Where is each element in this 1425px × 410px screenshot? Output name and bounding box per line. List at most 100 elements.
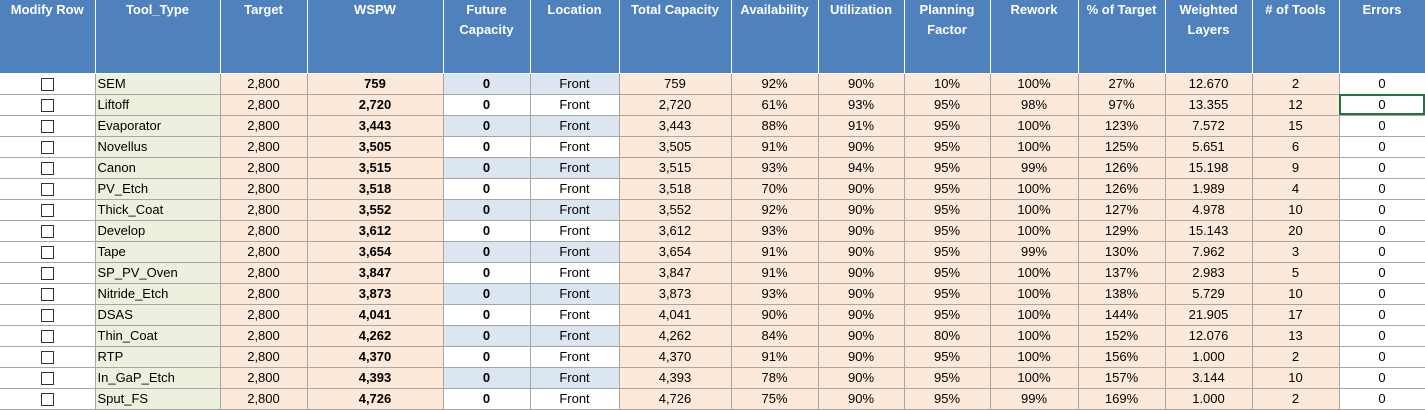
planning-factor-cell[interactable]: 95% <box>904 304 991 326</box>
future-capacity-cell[interactable]: 0 <box>443 73 531 95</box>
wspw-cell[interactable]: 3,515 <box>307 157 444 179</box>
wspw-cell[interactable]: 3,873 <box>307 283 444 305</box>
weighted-layers-cell[interactable]: 12.670 <box>1165 73 1253 95</box>
rework-cell[interactable]: 100% <box>990 262 1079 284</box>
weighted-layers-cell[interactable]: 1.989 <box>1165 178 1253 200</box>
modify-row-checkbox-cell[interactable] <box>0 304 96 326</box>
modify-row-checkbox-cell[interactable] <box>0 388 96 410</box>
wspw-cell[interactable]: 3,505 <box>307 136 444 158</box>
target-cell[interactable]: 2,800 <box>220 283 308 305</box>
total-capacity-cell[interactable]: 3,612 <box>619 220 732 242</box>
availability-cell[interactable]: 91% <box>731 262 819 284</box>
errors-cell[interactable]: 0 <box>1339 136 1425 158</box>
rework-cell[interactable]: 100% <box>990 115 1079 137</box>
percent-of-target-cell[interactable]: 123% <box>1078 115 1166 137</box>
utilization-cell[interactable]: 90% <box>818 346 905 368</box>
weighted-layers-cell[interactable]: 12.076 <box>1165 325 1253 347</box>
target-cell[interactable]: 2,800 <box>220 199 308 221</box>
modify-row-checkbox-cell[interactable] <box>0 199 96 221</box>
number-of-tools-cell[interactable]: 4 <box>1252 178 1340 200</box>
header-cell[interactable]: Future Capacity <box>443 0 531 74</box>
tool-type-cell[interactable]: SEM <box>95 73 221 95</box>
future-capacity-cell[interactable]: 0 <box>443 304 531 326</box>
future-capacity-cell[interactable]: 0 <box>443 157 531 179</box>
header-cell[interactable]: # of Tools <box>1252 0 1340 74</box>
modify-row-checkbox[interactable] <box>40 78 54 92</box>
tool-type-cell[interactable]: PV_Etch <box>95 178 221 200</box>
number-of-tools-cell[interactable]: 6 <box>1252 136 1340 158</box>
target-cell[interactable]: 2,800 <box>220 220 308 242</box>
planning-factor-cell[interactable]: 95% <box>904 220 991 242</box>
location-cell[interactable]: Front <box>530 73 620 95</box>
rework-cell[interactable]: 100% <box>990 220 1079 242</box>
wspw-cell[interactable]: 3,518 <box>307 178 444 200</box>
modify-row-checkbox-cell[interactable] <box>0 73 96 95</box>
location-cell[interactable]: Front <box>530 388 620 410</box>
errors-cell[interactable]: 0 <box>1339 367 1425 389</box>
total-capacity-cell[interactable]: 4,393 <box>619 367 732 389</box>
target-cell[interactable]: 2,800 <box>220 346 308 368</box>
total-capacity-cell[interactable]: 759 <box>619 73 732 95</box>
tool-type-cell[interactable]: Canon <box>95 157 221 179</box>
target-cell[interactable]: 2,800 <box>220 388 308 410</box>
number-of-tools-cell[interactable]: 9 <box>1252 157 1340 179</box>
planning-factor-cell[interactable]: 95% <box>904 367 991 389</box>
total-capacity-cell[interactable]: 4,370 <box>619 346 732 368</box>
total-capacity-cell[interactable]: 3,443 <box>619 115 732 137</box>
percent-of-target-cell[interactable]: 126% <box>1078 178 1166 200</box>
rework-cell[interactable]: 100% <box>990 283 1079 305</box>
future-capacity-cell[interactable]: 0 <box>443 367 531 389</box>
weighted-layers-cell[interactable]: 5.651 <box>1165 136 1253 158</box>
rework-cell[interactable]: 100% <box>990 136 1079 158</box>
future-capacity-cell[interactable]: 0 <box>443 178 531 200</box>
percent-of-target-cell[interactable]: 156% <box>1078 346 1166 368</box>
weighted-layers-cell[interactable]: 15.143 <box>1165 220 1253 242</box>
errors-cell[interactable]: 0 <box>1339 199 1425 221</box>
wspw-cell[interactable]: 4,041 <box>307 304 444 326</box>
planning-factor-cell[interactable]: 95% <box>904 262 991 284</box>
planning-factor-cell[interactable]: 95% <box>904 388 991 410</box>
number-of-tools-cell[interactable]: 13 <box>1252 325 1340 347</box>
planning-factor-cell[interactable]: 95% <box>904 115 991 137</box>
weighted-layers-cell[interactable]: 5.729 <box>1165 283 1253 305</box>
modify-row-checkbox[interactable] <box>40 141 54 155</box>
location-cell[interactable]: Front <box>530 304 620 326</box>
target-cell[interactable]: 2,800 <box>220 157 308 179</box>
utilization-cell[interactable]: 90% <box>818 199 905 221</box>
planning-factor-cell[interactable]: 95% <box>904 94 991 116</box>
percent-of-target-cell[interactable]: 126% <box>1078 157 1166 179</box>
location-cell[interactable]: Front <box>530 157 620 179</box>
availability-cell[interactable]: 84% <box>731 325 819 347</box>
future-capacity-cell[interactable]: 0 <box>443 346 531 368</box>
tool-type-cell[interactable]: Thick_Coat <box>95 199 221 221</box>
location-cell[interactable]: Front <box>530 262 620 284</box>
weighted-layers-cell[interactable]: 3.144 <box>1165 367 1253 389</box>
total-capacity-cell[interactable]: 3,515 <box>619 157 732 179</box>
weighted-layers-cell[interactable]: 15.198 <box>1165 157 1253 179</box>
target-cell[interactable]: 2,800 <box>220 304 308 326</box>
percent-of-target-cell[interactable]: 138% <box>1078 283 1166 305</box>
wspw-cell[interactable]: 3,654 <box>307 241 444 263</box>
future-capacity-cell[interactable]: 0 <box>443 115 531 137</box>
tool-type-cell[interactable]: Evaporator <box>95 115 221 137</box>
modify-row-checkbox[interactable] <box>40 351 54 365</box>
weighted-layers-cell[interactable]: 1.000 <box>1165 346 1253 368</box>
rework-cell[interactable]: 100% <box>990 346 1079 368</box>
modify-row-checkbox-cell[interactable] <box>0 157 96 179</box>
utilization-cell[interactable]: 90% <box>818 136 905 158</box>
utilization-cell[interactable]: 90% <box>818 73 905 95</box>
modify-row-checkbox-cell[interactable] <box>0 325 96 347</box>
availability-cell[interactable]: 93% <box>731 283 819 305</box>
errors-cell[interactable]: 0 <box>1339 241 1425 263</box>
tool-type-cell[interactable]: Tape <box>95 241 221 263</box>
number-of-tools-cell[interactable]: 5 <box>1252 262 1340 284</box>
utilization-cell[interactable]: 90% <box>818 388 905 410</box>
availability-cell[interactable]: 75% <box>731 388 819 410</box>
wspw-cell[interactable]: 2,720 <box>307 94 444 116</box>
percent-of-target-cell[interactable]: 125% <box>1078 136 1166 158</box>
percent-of-target-cell[interactable]: 169% <box>1078 388 1166 410</box>
future-capacity-cell[interactable]: 0 <box>443 220 531 242</box>
weighted-layers-cell[interactable]: 7.572 <box>1165 115 1253 137</box>
location-cell[interactable]: Front <box>530 220 620 242</box>
target-cell[interactable]: 2,800 <box>220 325 308 347</box>
